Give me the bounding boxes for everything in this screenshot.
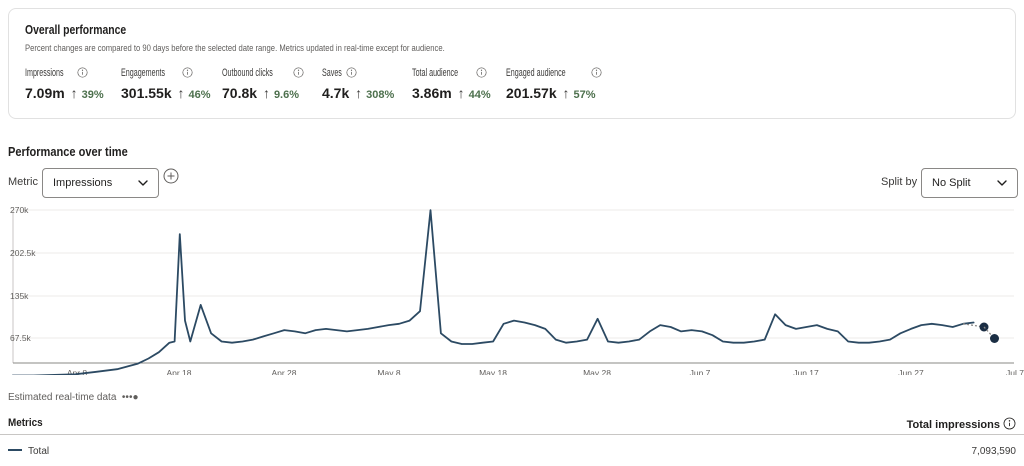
svg-text:Apr 28: Apr 28 [271, 368, 296, 375]
svg-text:Jun 7: Jun 7 [690, 368, 711, 375]
svg-text:67.5k: 67.5k [10, 333, 32, 343]
svg-text:Jun 27: Jun 27 [898, 368, 924, 375]
svg-text:May 8: May 8 [377, 368, 400, 375]
svg-text:270k: 270k [10, 205, 29, 215]
svg-text:May 18: May 18 [479, 368, 507, 375]
svg-text:Apr 18: Apr 18 [166, 368, 191, 375]
svg-text:135k: 135k [10, 291, 29, 301]
svg-text:202.5k: 202.5k [10, 248, 36, 258]
svg-text:May 28: May 28 [583, 368, 611, 375]
svg-text:Jun 17: Jun 17 [793, 368, 819, 375]
svg-text:Jul 7: Jul 7 [1006, 368, 1024, 375]
